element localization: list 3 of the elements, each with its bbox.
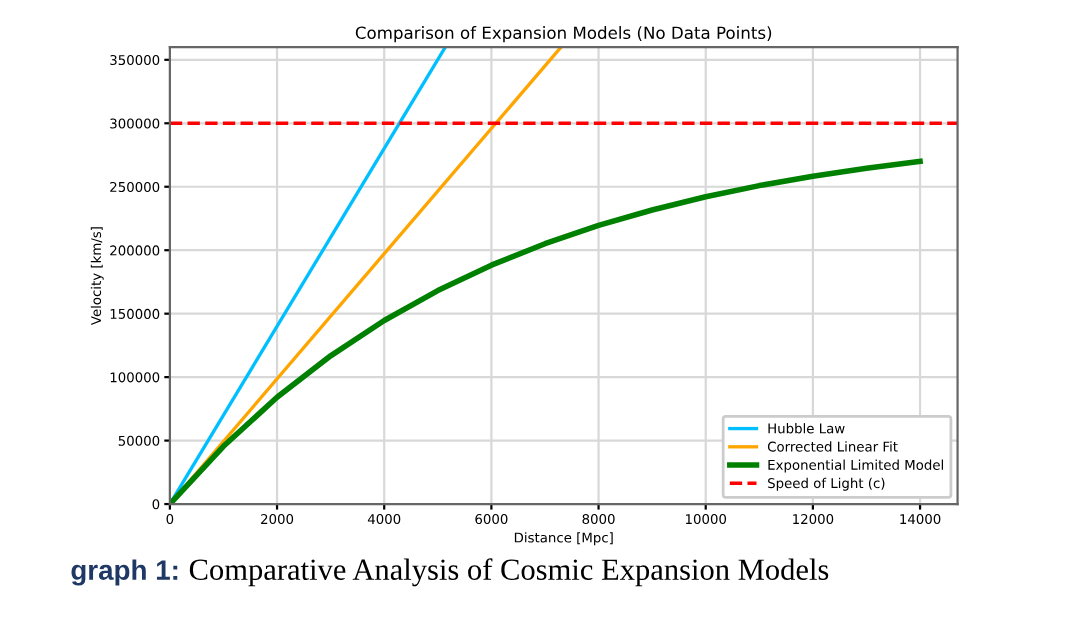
text: Comparative Analysis of Cosmic Expansion Models: [189, 558, 829, 587]
chart-title: Comparison of Expansion Models (No Data Points): [355, 26, 772, 43]
caption: graph 1:: [71, 559, 178, 586]
